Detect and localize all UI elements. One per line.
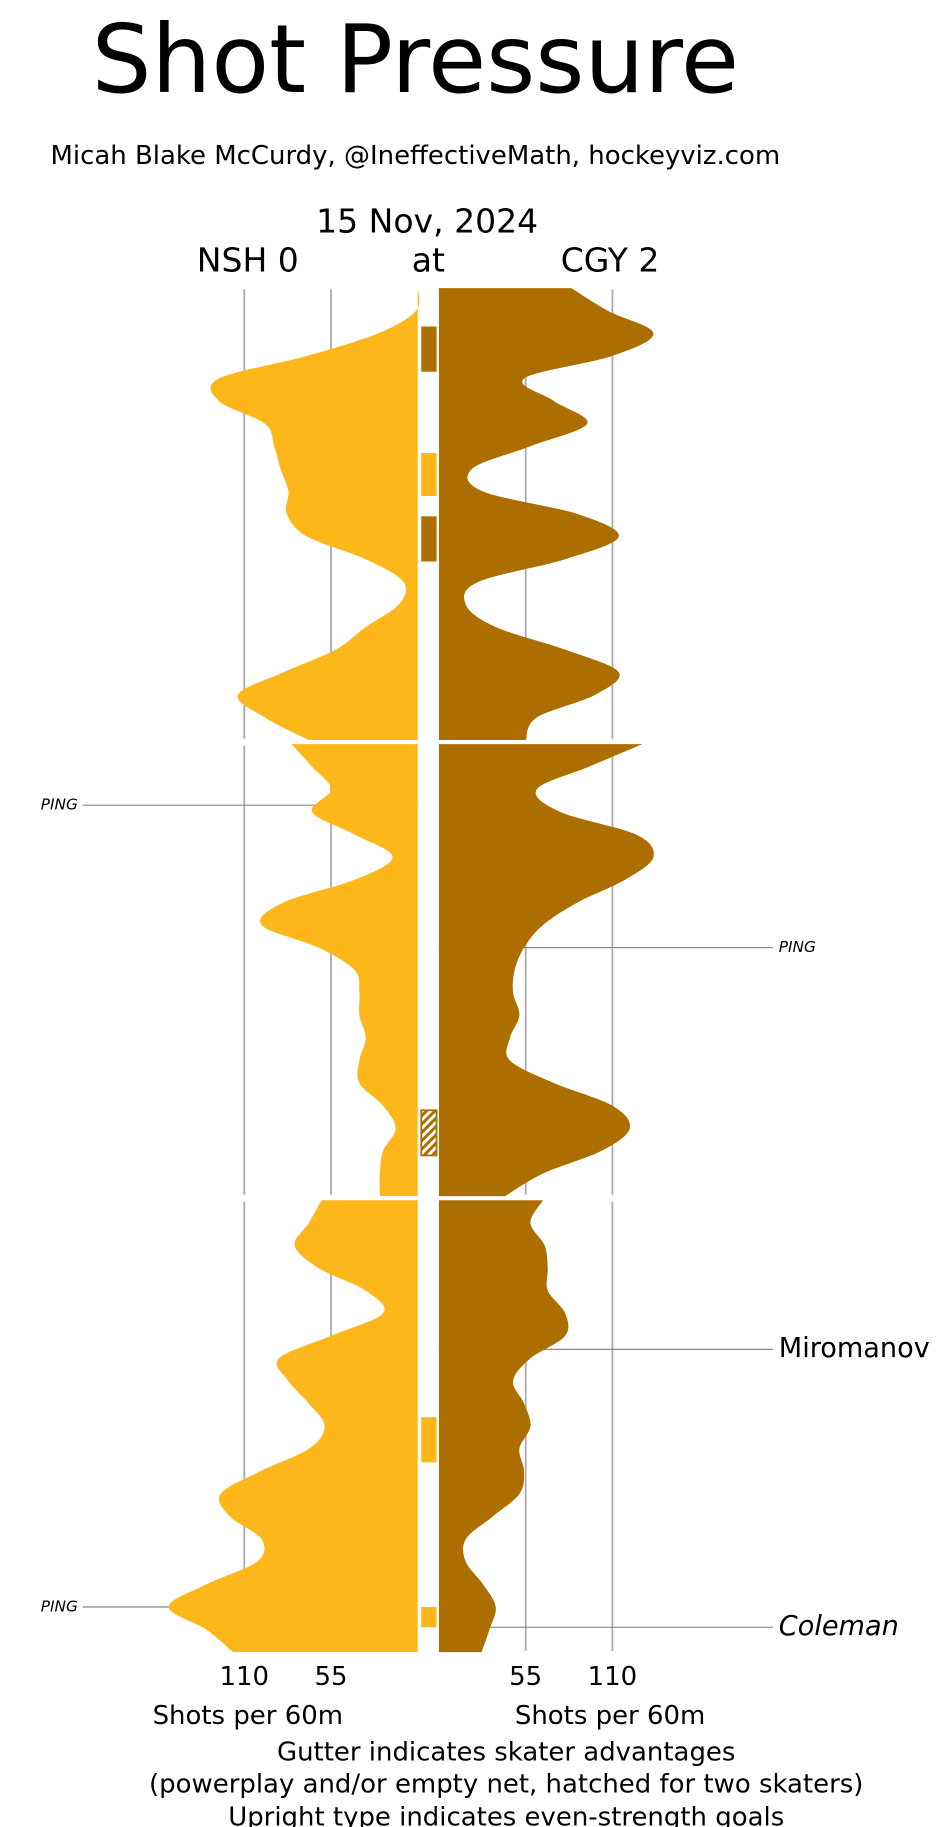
x-axis-label: Shots per 60m [515,1701,705,1731]
chart-title: Shot Pressure [92,5,739,115]
gutter [420,326,438,1628]
chart-subtitle: Micah Blake McCurdy, @IneffectiveMath, h… [51,141,781,171]
x-tick-label: 55 [314,1662,347,1692]
annotation-lines [82,804,773,1628]
x-tick-label: 55 [509,1662,542,1692]
labels: 55 55 110 110 PING PING Miromanov PING Coleman [41,796,930,1693]
game-date: 15 Nov, 2024 [316,202,538,241]
team-label: NSH 0 [197,241,299,280]
pressure-area [438,744,654,1197]
shapes [168,288,654,1653]
pressure-area [438,288,654,741]
note: (powerplay and/or empty net, hatched for… [149,1770,863,1800]
annotation-label: PING [41,1597,78,1615]
advantage [421,453,437,496]
annotation-label: Coleman [779,1611,899,1642]
x-tick-label: 110 [588,1662,638,1692]
x-tick-label: 110 [219,1662,269,1692]
connector: at [412,241,445,280]
pressure-area [438,1200,569,1653]
annotation-label: PING [41,796,78,814]
advantage [421,326,437,372]
advantage [421,1606,437,1628]
note: Gutter indicates skater advantages [277,1738,735,1768]
x-axis-label: Shots per 60m [153,1701,343,1731]
pressure-area [210,288,420,741]
advantage [420,1109,438,1157]
pressure-area [260,744,418,1197]
note: Upright type indicates even-strength goa… [228,1803,784,1827]
advantage [421,1417,437,1463]
annotation-label: PING [779,938,816,956]
team-label: CGY 2 [561,241,660,280]
advantage [421,516,437,562]
pressure-area [168,1200,418,1653]
annotation-label: Miromanov [779,1333,930,1364]
